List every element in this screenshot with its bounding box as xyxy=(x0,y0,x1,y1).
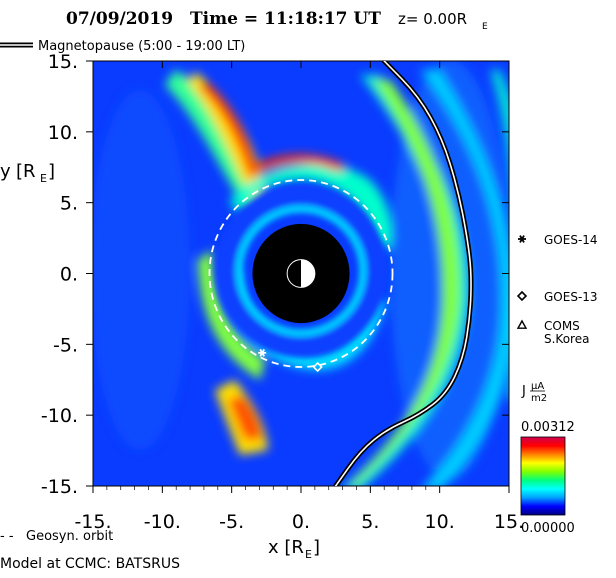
title-z-sub: E xyxy=(482,22,488,32)
earth xyxy=(252,223,350,324)
geosynchronous-orbit xyxy=(208,179,394,368)
x-tick-label: -5. xyxy=(219,511,244,533)
colorbar xyxy=(520,436,566,516)
earth-symbol-day xyxy=(301,259,315,288)
x-tick-label: 15. xyxy=(494,511,524,533)
colorbar-label: J xyxy=(521,384,526,399)
y-axis-label-close: ] xyxy=(48,161,55,182)
y-tick-label: 10. xyxy=(48,122,78,144)
model-credit: Model at CCMC: BATSRUS xyxy=(0,556,180,572)
y-axis-label-sub: E xyxy=(40,172,47,185)
geosyn-legend-dashes: - - xyxy=(0,529,14,544)
y-axis-ticks: 15. 10. 5. 0. -5. -10. -15. xyxy=(41,51,509,498)
y-tick-label: -15. xyxy=(41,476,78,498)
colorbar-unit-den: m2 xyxy=(531,393,547,404)
title-z: z= 0.00R xyxy=(398,10,467,28)
y-axis-label-unit: [R xyxy=(16,161,36,182)
x-tick-label: 0. xyxy=(292,511,310,533)
y-tick-label: -5. xyxy=(53,334,78,356)
x-axis-ticks: -15. -10. -5. 0. 5. 10. 15. xyxy=(74,61,524,533)
colorbar-min-label: 0.00000 xyxy=(521,521,575,536)
satellite-legend-label: S.Korea xyxy=(544,332,589,346)
magnetopause-curve xyxy=(333,61,474,486)
satellite-legend-label: GOES-14 xyxy=(544,233,598,247)
heatmap-inner-ring xyxy=(215,185,387,357)
satellite-legend-marker xyxy=(516,319,528,329)
title-time: Time = 11:18:17 UT xyxy=(190,9,381,29)
y-tick-label: 5. xyxy=(60,193,78,215)
x-tick-label: 5. xyxy=(361,511,379,533)
geosyn-orbit-ring xyxy=(208,179,394,368)
y-tick-label: 0. xyxy=(60,264,78,286)
satellite-legend-label: COMS xyxy=(544,319,580,333)
magnetopause-core xyxy=(334,61,472,486)
satellite-legend-marker xyxy=(516,290,528,302)
title-date: 07/09/2019 xyxy=(66,9,173,29)
y-axis-label-var: y xyxy=(0,161,11,182)
geosyn-legend-label: Geosyn. orbit xyxy=(26,529,113,544)
satellite-markers xyxy=(258,348,323,373)
x-tick-label: -10. xyxy=(144,511,181,533)
satellite-legend-label: GOES-13 xyxy=(544,290,598,304)
satellite-legend-marker xyxy=(518,235,526,243)
colorbar-max-label: 0.00312 xyxy=(521,420,575,435)
x-axis-label-close: ] xyxy=(313,537,320,558)
y-tick-label: -10. xyxy=(41,405,78,427)
y-tick-label: 15. xyxy=(48,51,78,73)
magnetopause-legend-label: Magnetopause (5:00 - 19:00 LT) xyxy=(38,39,245,54)
colorbar-unit-num: μA xyxy=(531,381,544,392)
x-axis-label-sub: E xyxy=(305,548,312,561)
satellite-marker xyxy=(258,348,267,357)
satellite-marker xyxy=(312,361,323,373)
x-tick-label: -15. xyxy=(74,511,111,533)
x-tick-label: 10. xyxy=(425,511,455,533)
x-axis-label-var: x [R xyxy=(268,537,304,558)
